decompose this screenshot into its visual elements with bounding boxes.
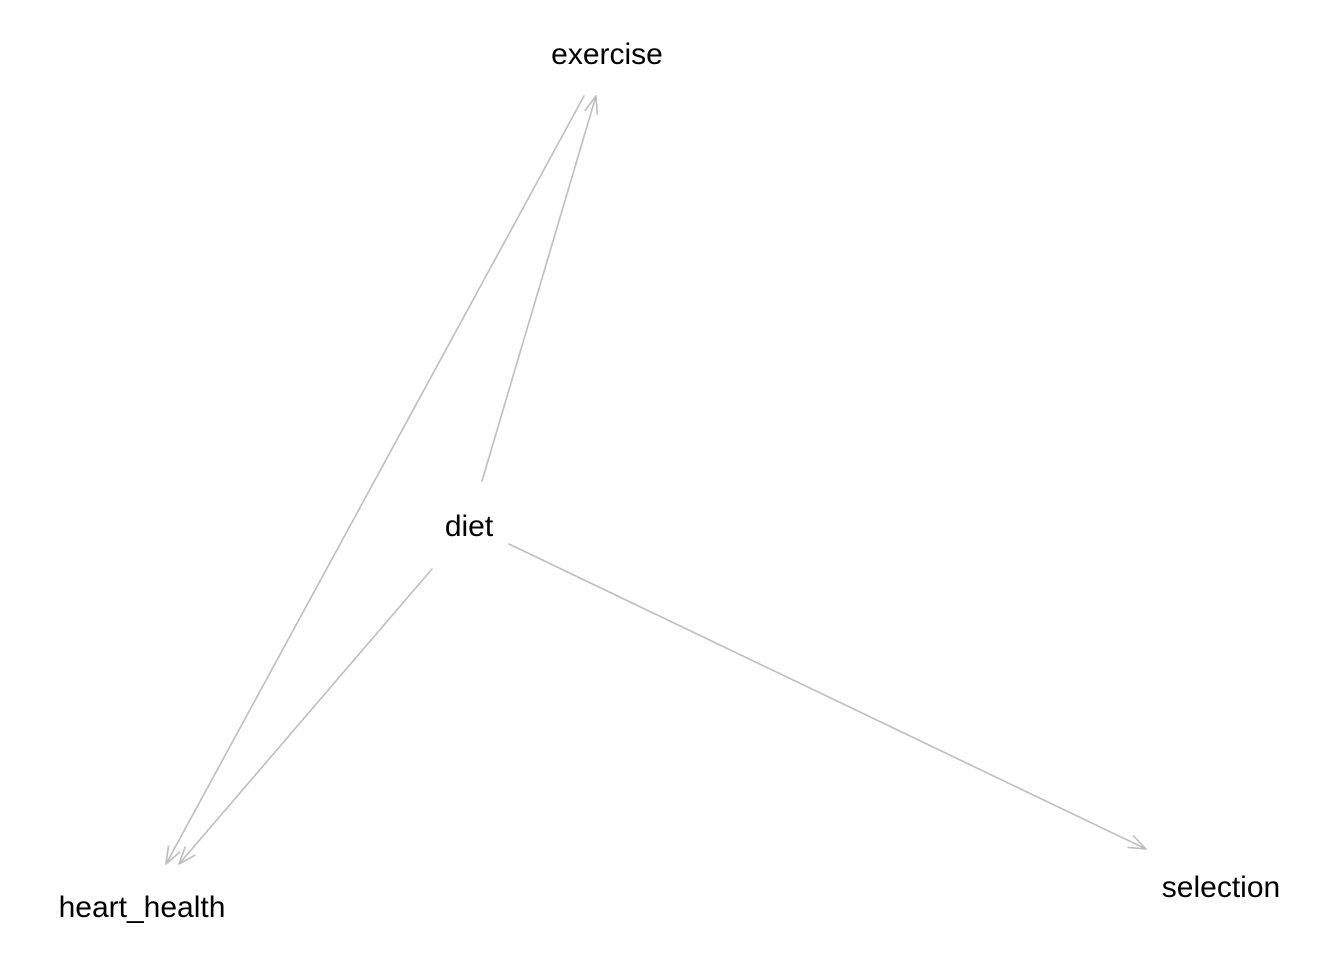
node-exercise: exercise bbox=[551, 38, 663, 71]
edge-diet-to-exercise bbox=[482, 96, 597, 481]
edge-exercise-to-heart-health bbox=[166, 96, 584, 864]
edges-layer bbox=[166, 96, 1146, 864]
edge-diet-to-selection-line bbox=[509, 544, 1146, 849]
node-heart-health: heart_health bbox=[59, 891, 226, 924]
edge-diet-to-selection bbox=[509, 544, 1146, 849]
node-diet: diet bbox=[445, 510, 494, 543]
edge-exercise-to-heart-health-line bbox=[166, 96, 584, 864]
edge-diet-to-heart-health-line bbox=[179, 569, 432, 864]
edge-diet-to-heart-health bbox=[179, 569, 432, 864]
edge-diet-to-exercise-line bbox=[482, 96, 596, 481]
node-selection: selection bbox=[1162, 871, 1280, 904]
edge-exercise-to-heart-health-arrowhead bbox=[166, 846, 180, 864]
